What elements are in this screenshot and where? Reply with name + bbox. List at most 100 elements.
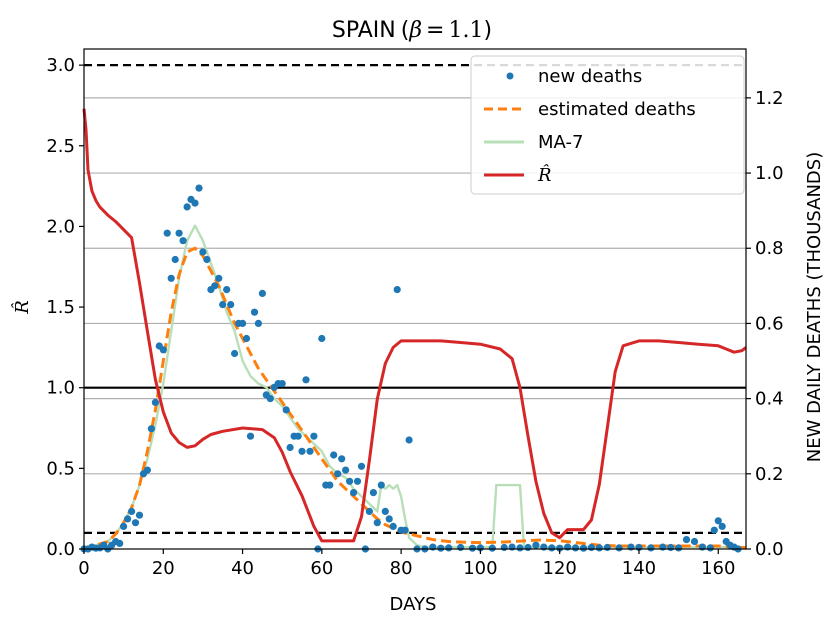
new-deaths-point: [131, 519, 140, 527]
new-deaths-point: [377, 481, 385, 489]
new-deaths-point: [615, 544, 623, 552]
new-deaths-point: [302, 376, 310, 384]
new-deaths-point: [239, 319, 247, 327]
new-deaths-point: [500, 543, 508, 552]
new-deaths-point: [385, 515, 393, 523]
new-deaths-point: [195, 184, 203, 192]
new-deaths-point: [357, 462, 366, 470]
chart-title: SPAIN (β = 1.1): [332, 18, 492, 43]
y-right-tick-label: 0.2: [755, 464, 784, 485]
new-deaths-point: [405, 436, 413, 444]
new-deaths-point: [595, 544, 603, 552]
new-deaths-point: [151, 398, 159, 406]
new-deaths-point: [215, 274, 223, 282]
plot-frame: [83, 48, 747, 550]
legend-box: [470, 55, 745, 195]
new-deaths-point: [564, 543, 572, 551]
legend-marker-new-deaths: [506, 72, 514, 80]
new-deaths-point: [211, 282, 219, 290]
x-tick-label: 120: [543, 558, 577, 579]
y-left-tick-label: 2.0: [46, 216, 75, 237]
new-deaths-point: [353, 477, 362, 485]
y-left-tick-label: 1.0: [46, 378, 75, 399]
title-open-paren: (: [401, 18, 410, 43]
new-deaths-point: [286, 443, 294, 452]
legend: new deaths estimated deaths MA-7 R̂: [470, 55, 745, 195]
new-deaths-point: [540, 543, 548, 551]
new-deaths-point: [143, 466, 151, 474]
new-deaths-point: [342, 466, 350, 474]
x-axis-label: DAYS: [390, 594, 437, 615]
new-deaths-point: [532, 541, 540, 549]
new-deaths-point: [346, 477, 354, 485]
new-deaths-point: [163, 229, 171, 237]
new-deaths-point: [231, 349, 239, 358]
new-deaths-point: [120, 522, 128, 531]
new-deaths-point: [579, 544, 588, 552]
y-right-axis-label: NEW DAILY DEATHS (THOUSANDS): [804, 152, 825, 462]
y-left-tick-label: 1.5: [46, 297, 75, 318]
new-deaths-point: [219, 301, 227, 309]
new-deaths-point: [429, 543, 437, 551]
new-deaths-point: [571, 544, 580, 552]
new-deaths-point: [135, 511, 144, 519]
y-right-tick-label: 0.4: [755, 389, 784, 410]
new-deaths-point: [334, 470, 342, 478]
new-deaths-point: [365, 507, 373, 515]
x-tick-label: 60: [310, 558, 333, 579]
title-close-paren: ): [483, 18, 492, 43]
new-deaths-point: [488, 544, 496, 552]
y-right-tick-label: 0.8: [755, 238, 784, 259]
new-deaths-point: [128, 507, 136, 515]
new-deaths-point: [587, 543, 596, 552]
y-left-tick-label: 0.5: [46, 458, 75, 479]
new-deaths-point: [203, 255, 211, 264]
new-deaths-point: [338, 455, 346, 463]
x-tick-label: 80: [390, 558, 413, 579]
y-right-tick-label: 0.6: [755, 313, 784, 334]
x-tick-label: 100: [463, 558, 497, 579]
series-layer: [82, 108, 747, 551]
y-right-tick-label: 0.0: [755, 539, 784, 560]
new-deaths-point: [714, 517, 722, 525]
r-hat-line: [82, 108, 747, 543]
new-deaths-point: [254, 319, 262, 327]
new-deaths-point: [381, 507, 389, 515]
new-deaths-point: [294, 432, 302, 440]
y-right-tick-label: 1.2: [755, 88, 784, 109]
new-deaths-point: [675, 544, 683, 552]
new-deaths-point: [167, 274, 175, 282]
new-deaths-point: [667, 543, 675, 552]
new-deaths-point: [718, 522, 726, 531]
new-deaths-point: [282, 406, 290, 414]
new-deaths-point: [524, 543, 532, 552]
y-left-axis-label: R̂: [11, 300, 33, 315]
new-deaths-point: [389, 522, 397, 531]
new-deaths-point: [250, 308, 259, 316]
new-deaths-point: [191, 199, 199, 207]
new-deaths-point: [516, 544, 524, 552]
legend-label-ma7: MA-7: [538, 132, 583, 153]
new-deaths-point: [199, 248, 207, 256]
estimated-deaths-line: [83, 246, 747, 551]
new-deaths-point: [306, 447, 314, 455]
y-left-tick-label: 3.0: [46, 55, 75, 76]
x-tick-label: 140: [622, 558, 656, 579]
x-tick-label: 160: [701, 558, 735, 579]
new-deaths-point: [445, 544, 453, 552]
new-deaths-point: [179, 237, 187, 245]
new-deaths-point: [698, 543, 707, 551]
new-deaths-point: [350, 489, 358, 497]
new-deaths-point: [318, 334, 326, 343]
new-deaths-point: [266, 395, 274, 403]
new-deaths-point: [183, 203, 191, 211]
new-deaths-point: [246, 432, 255, 440]
new-deaths-point: [468, 544, 477, 552]
new-deaths-point: [659, 543, 667, 551]
new-deaths-point: [682, 536, 691, 544]
new-deaths-point: [690, 537, 699, 546]
new-deaths-point: [706, 544, 714, 552]
new-deaths-point: [603, 543, 611, 552]
new-deaths-point: [310, 432, 318, 440]
